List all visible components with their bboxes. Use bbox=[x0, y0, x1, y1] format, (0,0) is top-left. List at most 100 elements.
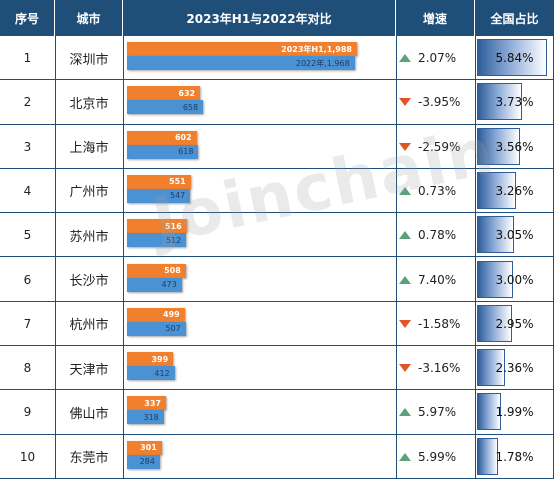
header-rank: 序号 bbox=[0, 0, 55, 36]
rank-cell: 1 bbox=[23, 51, 32, 65]
rank-cell: 5 bbox=[23, 228, 32, 243]
bar-2023: 508 bbox=[127, 263, 186, 278]
growth-value: -1.58% bbox=[418, 316, 461, 331]
share-cell: 1.99% bbox=[475, 390, 554, 434]
share-cell: 5.84% bbox=[475, 36, 554, 80]
share-bar bbox=[477, 349, 506, 387]
share-bar bbox=[477, 127, 520, 165]
city-cell: 天津市 bbox=[69, 362, 109, 378]
growth-value: 0.78% bbox=[418, 228, 457, 243]
city-cell: 苏州市 bbox=[69, 229, 109, 245]
bar-2022: 473 bbox=[127, 277, 182, 292]
share-cell: 3.56% bbox=[475, 125, 554, 169]
bar-2022: 318 bbox=[127, 410, 164, 425]
triangle-down-icon bbox=[399, 98, 411, 107]
triangle-up-icon bbox=[399, 408, 411, 417]
bar-2023: 632 bbox=[127, 86, 201, 101]
share-cell: 1.78% bbox=[475, 435, 554, 479]
city-cell: 杭州市 bbox=[69, 318, 109, 334]
share-value: 3.05% bbox=[495, 228, 534, 243]
growth-value: 0.73% bbox=[418, 183, 457, 198]
header-growth: 增速 bbox=[396, 0, 475, 36]
city-cell: 广州市 bbox=[69, 185, 109, 201]
rank-cell: 7 bbox=[23, 316, 32, 331]
triangle-up-icon bbox=[399, 231, 411, 240]
growth-cell: -2.59% bbox=[396, 125, 475, 169]
city-cell: 佛山市 bbox=[69, 406, 109, 422]
share-cell: 2.36% bbox=[475, 346, 554, 390]
share-bar bbox=[477, 304, 513, 342]
growth-value: 5.99% bbox=[418, 449, 457, 464]
bar-2023: 516 bbox=[127, 219, 187, 234]
growth-value: 2.07% bbox=[418, 51, 457, 65]
column-divider bbox=[475, 0, 476, 479]
triangle-up-icon bbox=[399, 186, 411, 195]
growth-cell: 2.07% bbox=[396, 36, 475, 80]
growth-cell: 0.73% bbox=[396, 169, 475, 213]
growth-cell: 7.40% bbox=[396, 258, 475, 302]
bar-2023: 602 bbox=[127, 130, 197, 145]
share-bar bbox=[477, 171, 517, 209]
bar-2023: 499 bbox=[127, 307, 185, 322]
bar-2022: 512 bbox=[127, 233, 187, 248]
bar-2022: 618 bbox=[127, 144, 199, 159]
rank-cell: 6 bbox=[23, 272, 32, 287]
bar-2022: 2022年,1,968 bbox=[127, 56, 355, 70]
table-row: 6 长沙市 508 473 7.40% 3.00% bbox=[0, 258, 554, 302]
table-row: 7 杭州市 499 507 -1.58% 2.95% bbox=[0, 302, 554, 347]
growth-cell: 5.99% bbox=[396, 435, 475, 479]
triangle-down-icon bbox=[399, 142, 411, 151]
header-compare: 2023年H1与2022年对比 bbox=[123, 0, 396, 36]
bar-2023: 399 bbox=[127, 352, 174, 367]
share-value: 3.56% bbox=[495, 139, 534, 154]
share-cell: 3.00% bbox=[475, 258, 554, 302]
share-cell: 3.73% bbox=[475, 80, 554, 124]
triangle-up-icon bbox=[399, 54, 411, 62]
bar-2023: 551 bbox=[127, 174, 191, 189]
rank-cell: 3 bbox=[23, 139, 32, 154]
bar-2023: 2023年H1,1,988 bbox=[127, 42, 357, 56]
city-cell: 北京市 bbox=[69, 96, 109, 112]
triangle-down-icon bbox=[399, 319, 411, 328]
growth-value: -3.95% bbox=[418, 95, 461, 110]
bar-2022: 412 bbox=[127, 366, 175, 381]
growth-cell: 0.78% bbox=[396, 213, 475, 257]
bar-2022: 547 bbox=[127, 188, 191, 203]
share-value: 1.99% bbox=[495, 405, 534, 420]
share-bar bbox=[477, 393, 501, 431]
triangle-up-icon bbox=[399, 452, 411, 461]
rank-cell: 4 bbox=[23, 183, 32, 198]
growth-cell: 5.97% bbox=[396, 390, 475, 434]
share-bar bbox=[477, 83, 522, 121]
share-bar bbox=[477, 216, 514, 254]
share-cell: 2.95% bbox=[475, 302, 554, 346]
growth-value: 7.40% bbox=[418, 272, 457, 287]
city-cell: 上海市 bbox=[69, 141, 109, 157]
growth-cell: -3.16% bbox=[396, 346, 475, 390]
share-bar bbox=[477, 437, 499, 475]
share-bar bbox=[477, 39, 547, 76]
triangle-up-icon bbox=[399, 275, 411, 284]
rank-cell: 10 bbox=[19, 449, 36, 464]
table-row: 4 广州市 551 547 0.73% 3.26% bbox=[0, 169, 554, 214]
column-divider bbox=[396, 0, 397, 479]
column-divider bbox=[123, 0, 124, 479]
city-cell: 长沙市 bbox=[69, 274, 109, 289]
growth-value: -3.16% bbox=[418, 361, 461, 376]
bar-2022: 658 bbox=[127, 100, 204, 115]
table-row: 8 天津市 399 412 -3.16% 2.36% bbox=[0, 346, 554, 391]
column-divider bbox=[55, 0, 56, 479]
growth-cell: -3.95% bbox=[396, 80, 475, 124]
header-share: 全国占比 bbox=[475, 0, 554, 36]
header-city: 城市 bbox=[55, 0, 123, 36]
share-value: 3.00% bbox=[495, 272, 534, 287]
share-value: 5.84% bbox=[495, 51, 534, 65]
table-row: 3 上海市 602 618 -2.59% 3.56% bbox=[0, 125, 554, 169]
growth-value: 5.97% bbox=[418, 405, 457, 420]
table-row: 5 苏州市 516 512 0.78% 3.05% bbox=[0, 213, 554, 258]
table-row: 2 北京市 632 658 -3.95% 3.73% bbox=[0, 80, 554, 125]
table-row: 9 佛山市 337 318 5.97% 1.99% bbox=[0, 390, 554, 435]
city-cell: 深圳市 bbox=[69, 52, 109, 68]
city-cell: 东莞市 bbox=[69, 451, 109, 467]
